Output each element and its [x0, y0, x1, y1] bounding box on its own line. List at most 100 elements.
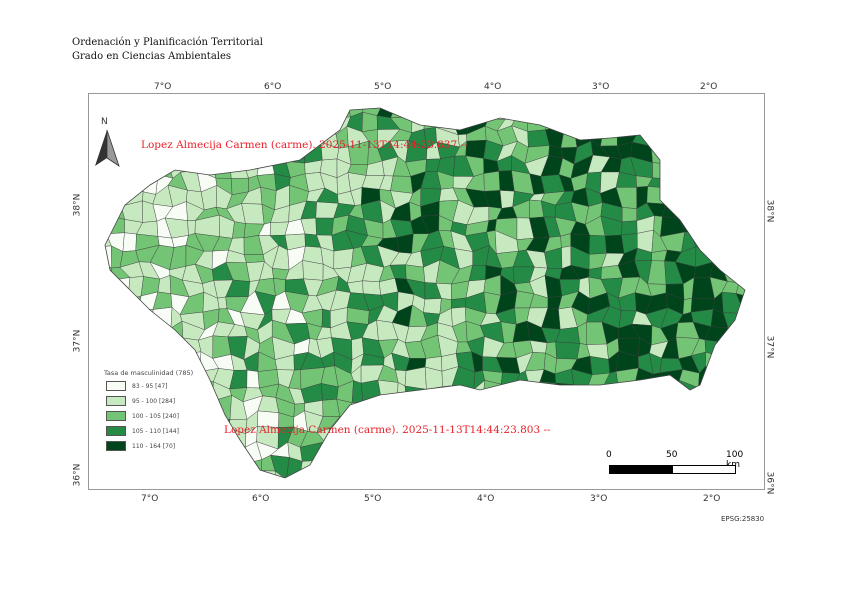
- municipality-polygon: [105, 293, 109, 310]
- municipality-polygon: [483, 171, 501, 192]
- municipality-polygon: [141, 339, 159, 354]
- municipality-polygon: [619, 108, 640, 115]
- municipality-polygon: [105, 276, 113, 297]
- municipality-polygon: [495, 456, 519, 478]
- municipality-polygon: [620, 429, 640, 446]
- municipality-polygon: [602, 396, 625, 415]
- municipality-polygon: [511, 384, 534, 403]
- municipality-polygon: [555, 341, 581, 360]
- municipality-polygon: [602, 413, 625, 435]
- lon-label-bottom: 3°O: [590, 494, 608, 504]
- municipality-polygon: [451, 394, 470, 414]
- municipality-polygon: [241, 203, 265, 225]
- municipality-polygon: [757, 134, 773, 148]
- municipality-polygon: [187, 220, 196, 236]
- municipality-polygon: [499, 190, 515, 209]
- scale-label: 50: [666, 450, 678, 460]
- municipality-polygon: [202, 400, 217, 421]
- municipality-polygon: [180, 109, 202, 133]
- municipality-polygon: [662, 157, 684, 179]
- municipality-polygon: [196, 476, 218, 478]
- legend-swatch: [106, 381, 126, 391]
- municipality-polygon: [677, 108, 699, 113]
- municipality-polygon: [573, 115, 589, 129]
- municipality-polygon: [707, 161, 730, 177]
- municipality-polygon: [603, 113, 623, 135]
- municipality-polygon: [736, 410, 745, 433]
- municipality-polygon: [540, 458, 559, 478]
- municipality-polygon: [736, 238, 745, 254]
- municipality-polygon: [588, 412, 605, 429]
- municipality-polygon: [169, 475, 189, 478]
- municipality-polygon: [540, 443, 561, 462]
- municipality-polygon: [360, 446, 383, 460]
- municipality-polygon: [561, 245, 572, 269]
- municipality-polygon: [586, 426, 607, 449]
- municipality-polygon: [742, 381, 745, 405]
- municipality-polygon: [681, 128, 698, 145]
- municipality-polygon: [724, 395, 743, 413]
- municipality-polygon: [137, 476, 160, 478]
- legend-swatch: [106, 426, 126, 436]
- municipality-polygon: [529, 381, 550, 398]
- municipality-polygon: [603, 425, 624, 447]
- municipality-polygon: [725, 111, 742, 133]
- municipality-polygon: [512, 479, 531, 491]
- municipality-polygon: [105, 233, 112, 248]
- municipality-polygon: [126, 156, 144, 177]
- lat-label-left: 36°N: [72, 463, 83, 487]
- municipality-polygon: [105, 199, 115, 222]
- municipality-polygon: [404, 366, 427, 390]
- municipality-polygon: [751, 382, 773, 404]
- municipality-polygon: [751, 163, 774, 179]
- municipality-polygon: [258, 114, 278, 135]
- municipality-polygon: [113, 473, 127, 478]
- legend-item: 105 - 110 [144]: [106, 426, 179, 436]
- municipality-polygon: [646, 387, 668, 404]
- lon-label-top: 5°O: [374, 82, 392, 92]
- lon-label-bottom: 5°O: [364, 494, 382, 504]
- municipality-polygon: [197, 441, 217, 464]
- municipality-polygon: [662, 140, 685, 164]
- municipality-polygon: [545, 113, 566, 131]
- municipality-polygon: [404, 460, 425, 475]
- municipality-polygon: [392, 395, 414, 416]
- municipality-polygon: [471, 476, 484, 478]
- municipality-polygon: [511, 394, 534, 416]
- municipality-polygon: [169, 459, 191, 477]
- municipality-polygon: [110, 462, 127, 478]
- municipality-polygon: [482, 380, 502, 403]
- municipality-polygon: [622, 410, 640, 435]
- municipality-polygon: [153, 326, 174, 340]
- municipality-polygon: [739, 209, 745, 225]
- municipality-polygon: [321, 308, 331, 329]
- municipality-polygon: [377, 379, 399, 405]
- lon-label-top: 3°O: [592, 82, 610, 92]
- lon-label-top: 4°O: [484, 82, 502, 92]
- municipality-polygon: [754, 112, 773, 135]
- north-arrow-icon: [95, 129, 120, 167]
- municipality-polygon: [122, 232, 137, 252]
- municipality-polygon: [707, 140, 729, 165]
- municipality-polygon: [751, 173, 774, 190]
- municipality-polygon: [709, 115, 728, 133]
- municipality-polygon: [164, 109, 187, 130]
- municipality-polygon: [709, 129, 729, 147]
- municipality-polygon: [486, 108, 506, 120]
- municipality-polygon: [705, 108, 729, 120]
- municipality-polygon: [440, 457, 461, 475]
- municipality-polygon: [680, 192, 696, 210]
- municipality-polygon: [578, 108, 594, 117]
- municipality-polygon: [723, 185, 743, 210]
- municipality-polygon: [363, 474, 384, 478]
- municipality-polygon: [735, 265, 745, 286]
- municipality-polygon: [376, 445, 399, 460]
- municipality-polygon: [690, 418, 715, 433]
- municipality-polygon: [649, 417, 664, 432]
- municipality-polygon: [435, 108, 460, 120]
- municipality-polygon: [736, 108, 745, 113]
- lat-label-right: 37°N: [764, 335, 775, 359]
- municipality-polygon: [754, 441, 768, 461]
- municipality-polygon: [739, 475, 745, 478]
- municipality-polygon: [678, 403, 698, 420]
